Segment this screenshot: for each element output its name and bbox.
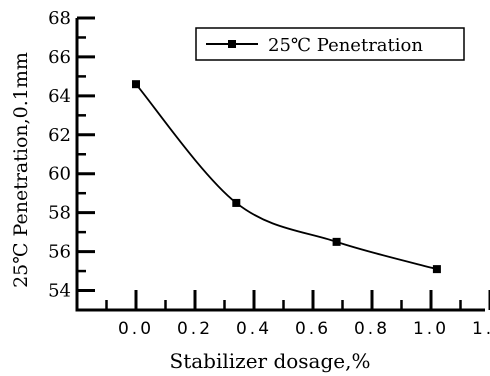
legend: 25℃ Penetration [195,27,465,61]
data-point [332,237,341,246]
y-tick-label: 58 [48,203,71,224]
y-axis-label: 25℃ Penetration,0.1mm [10,52,32,288]
legend-marker [228,40,236,48]
x-tick-label: 0.0 [118,319,154,339]
x-tick-label: 0.4 [236,319,272,339]
y-ticks [77,16,95,293]
y-tick-label: 62 [48,125,71,146]
y-tick-label: 64 [48,86,71,107]
x-tick-label: 1.0 [413,319,449,339]
series-line [135,83,438,270]
y-tick-label: 66 [48,47,71,68]
x-tick-label: 0.8 [354,319,390,339]
legend-label: 25℃ Penetration [268,35,423,56]
series-layer [132,80,441,274]
data-point [132,80,140,89]
x-tick-labels: 0.0 0.2 0.4 0.6 0.8 1.0 1.2 [118,319,490,339]
y-tick-labels: 54 56 58 60 62 64 66 68 [48,8,71,302]
x-ticks [105,290,490,310]
y-tick-label: 54 [48,281,71,302]
y-tick-label: 60 [48,164,71,185]
data-point [232,198,241,207]
axes [75,18,485,312]
x-axis-label: Stabilizer dosage,% [170,349,371,373]
x-tick-label: 0.6 [295,319,331,339]
x-tick-label: 1.2 [472,319,490,339]
y-tick-label: 68 [48,8,71,29]
x-tick-label: 0.2 [177,319,213,339]
y-tick-label: 56 [48,242,71,263]
data-point [432,265,441,274]
